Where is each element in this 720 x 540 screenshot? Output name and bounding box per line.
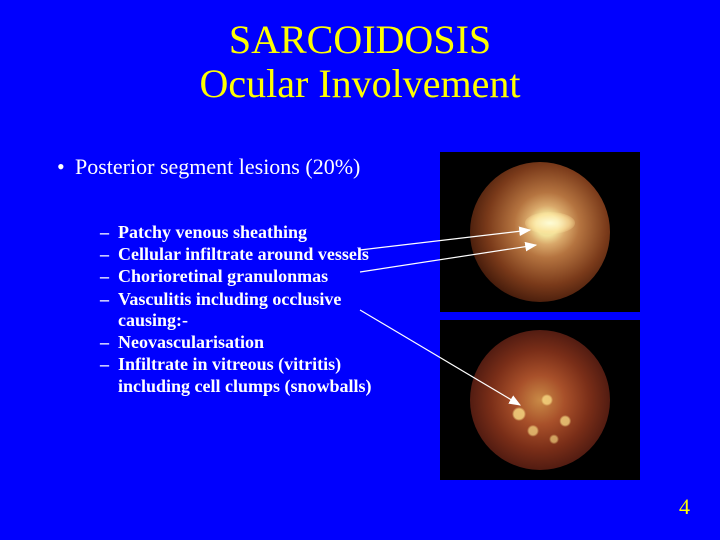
bullet-dot-icon: • <box>57 155 65 180</box>
main-bullet: • Posterior segment lesions (20%) <box>75 155 395 180</box>
fundus-image-bottom <box>470 330 610 470</box>
sub-bullet: – Cellular infiltrate around vessels <box>118 244 383 265</box>
main-bullet-text: Posterior segment lesions (20%) <box>75 154 360 179</box>
sub-bullet: – Patchy venous sheathing <box>118 222 383 243</box>
title-line-2: Ocular Involvement <box>200 61 521 106</box>
fundus-image-top <box>470 162 610 302</box>
dash-icon: – <box>100 332 109 353</box>
sub-bullet: – Neovascularisation <box>118 332 383 353</box>
title-line-1: SARCOIDOSIS <box>229 17 491 62</box>
sub-bullet-text: Cellular infiltrate around vessels <box>118 244 369 264</box>
dash-icon: – <box>100 354 109 375</box>
sub-bullet-text: Neovascularisation <box>118 332 264 352</box>
sub-bullet-text: Vasculitis including occlusive causing:- <box>118 289 341 330</box>
page-number: 4 <box>679 494 690 520</box>
sub-bullet-list: – Patchy venous sheathing – Cellular inf… <box>118 222 383 398</box>
sub-bullet: – Vasculitis including occlusive causing… <box>118 289 383 331</box>
slide-title: SARCOIDOSIS Ocular Involvement <box>0 18 720 106</box>
sub-bullet-text: Infiltrate in vitreous (vitritis) includ… <box>118 354 372 395</box>
sub-bullet: – Chorioretinal granulonmas <box>118 266 383 287</box>
dash-icon: – <box>100 244 109 265</box>
sub-bullet-text: Chorioretinal granulonmas <box>118 266 328 286</box>
dash-icon: – <box>100 222 109 243</box>
sub-bullet-text: Patchy venous sheathing <box>118 222 307 242</box>
dash-icon: – <box>100 289 109 310</box>
dash-icon: – <box>100 266 109 287</box>
sub-bullet: – Infiltrate in vitreous (vitritis) incl… <box>118 354 383 396</box>
